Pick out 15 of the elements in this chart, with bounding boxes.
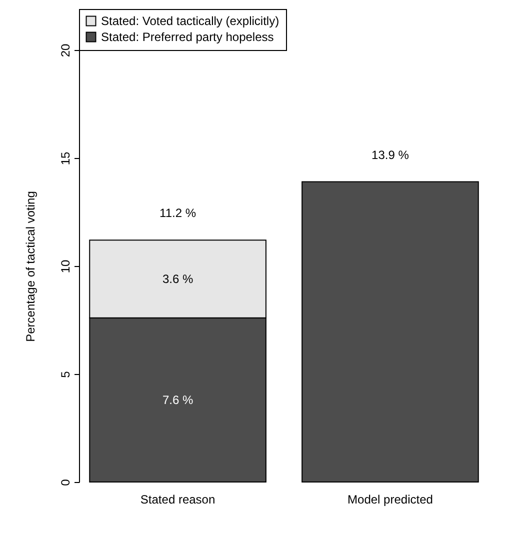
x-tick-label: Model predicted — [348, 492, 433, 506]
x-tick-label: Stated reason — [140, 492, 216, 506]
y-tick-label: 0 — [58, 478, 72, 486]
legend-label: Stated: Preferred party hopeless — [101, 30, 274, 44]
y-tick-label: 10 — [58, 260, 72, 274]
total-label: 11.2 % — [160, 206, 196, 220]
y-tick-label: 15 — [58, 152, 72, 166]
total-label: 13.9 % — [372, 148, 410, 162]
y-axis-title: Percentage of tactical voting — [24, 191, 38, 342]
y-tick-label: 5 — [58, 370, 72, 378]
y-tick-label: 20 — [58, 44, 72, 58]
data-label: 7.6 % — [162, 392, 194, 407]
data-label: 3.6 % — [162, 272, 194, 286]
legend-label: Stated: Voted tactically (explicitly) — [101, 14, 280, 28]
bar — [302, 181, 479, 482]
